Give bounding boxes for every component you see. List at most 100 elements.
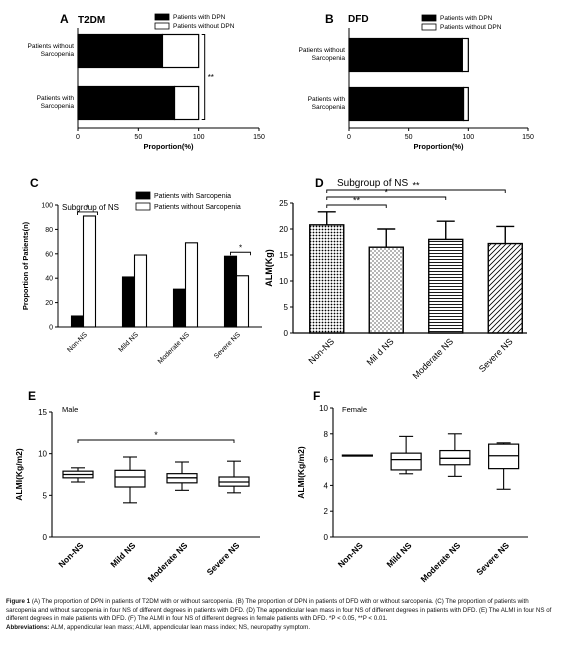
box	[390, 452, 422, 471]
bar	[82, 215, 97, 328]
x-axis-title: Proportion(%)	[144, 142, 194, 151]
bar	[348, 37, 463, 73]
legend-swatch	[154, 22, 170, 30]
y-tick-label: 15	[279, 251, 288, 260]
y-tick-label: 8	[324, 430, 329, 439]
significance-bracket	[230, 251, 251, 256]
y-tick-label: 25	[279, 199, 288, 208]
legend-label: Patients with DPN	[173, 14, 226, 21]
x-tick-label: 100	[193, 134, 205, 141]
panel-letter: A	[60, 12, 69, 26]
x-tick-label: 50	[134, 134, 142, 141]
x-tick-label: Severe NS	[205, 540, 242, 577]
panel-e: E Male Non-NS Mild NS Moderate NS Severe NS 0 5…	[14, 389, 260, 584]
panel-d: D Subgroup of NS Non-NS Mil d NS Moderate NS…	[264, 176, 527, 381]
x-tick-label: Moderate NS	[418, 540, 462, 584]
bar	[235, 275, 250, 328]
bar	[487, 242, 523, 334]
panel-letter: E	[28, 389, 36, 403]
legend-label: Patients with Sarcopenia	[154, 193, 231, 200]
bar	[462, 86, 469, 122]
category-label: Sarcopenia	[312, 55, 346, 62]
panel-title: Female	[342, 405, 367, 414]
bar	[161, 33, 200, 69]
significance-label: *	[86, 203, 89, 212]
legend-swatch	[154, 13, 170, 21]
legend-swatch	[421, 23, 437, 31]
legend-label: Patients without DPN	[440, 24, 502, 31]
x-tick-label: 100	[462, 134, 474, 141]
y-tick-label: 5	[284, 303, 289, 312]
x-tick-label: Moderate NS	[157, 331, 191, 365]
category-label: Patients without	[27, 43, 74, 50]
x-tick-label: 150	[253, 134, 265, 141]
panel-letter: C	[30, 176, 39, 190]
significance-label: **	[353, 196, 361, 206]
x-tick-label: 0	[76, 134, 80, 141]
box	[114, 469, 146, 488]
significance-bracket	[77, 439, 235, 443]
legend-label: Patients without DPN	[173, 23, 235, 30]
legend-label: Patients without Sarcopenia	[154, 204, 241, 211]
bar	[77, 85, 176, 121]
legend-swatch	[135, 202, 151, 211]
y-axis-title: ALMI(Kg/m2)	[296, 446, 306, 499]
bar	[184, 242, 199, 328]
bar	[428, 238, 464, 334]
y-tick-label: 0	[49, 325, 53, 332]
x-tick-label: Non-NS	[336, 540, 365, 569]
x-tick-label: Mil d NS	[365, 336, 396, 367]
x-tick-label: Severe NS	[474, 540, 511, 577]
panel-letter: D	[315, 176, 324, 190]
x-tick-label: Mild NS	[384, 540, 413, 569]
category-label: Patients with	[308, 96, 346, 103]
caption-abbreviations-label: Abbreviations:	[6, 623, 50, 631]
caption-figure-label: Figure 1	[6, 598, 31, 605]
category-label: Sarcopenia	[41, 51, 75, 58]
bar	[77, 33, 164, 69]
x-tick-label: Moderate NS	[411, 336, 456, 381]
category-label: Sarcopenia	[41, 103, 75, 110]
x-tick-label: 50	[405, 134, 413, 141]
x-tick-label: Mild NS	[118, 331, 141, 354]
x-tick-label: Non-NS	[56, 540, 85, 569]
panel-title: DFD	[348, 14, 369, 25]
bar	[133, 254, 148, 328]
x-tick-label: 150	[522, 134, 534, 141]
bar	[461, 37, 469, 73]
y-tick-label: 15	[38, 408, 47, 417]
category-label: Patients without	[298, 47, 345, 54]
y-axis-title: Proportion of Patients(n)	[21, 221, 30, 310]
bar	[368, 246, 404, 334]
caption-abbreviations-text: ALM, appendicular lean mass; ALMI, appen…	[50, 623, 311, 631]
bar	[309, 224, 345, 334]
significance-bracket	[326, 189, 506, 193]
y-tick-label: 10	[38, 450, 47, 459]
x-tick-label: Severe NS	[477, 336, 515, 374]
category-label: Sarcopenia	[312, 104, 346, 111]
bar	[172, 288, 187, 328]
legend-label: Patients with DPN	[440, 15, 493, 22]
significance-label: *	[154, 430, 158, 440]
bar	[348, 86, 465, 122]
significance-bracket	[326, 196, 447, 200]
y-tick-label: 10	[279, 277, 288, 286]
x-tick-label: 0	[347, 134, 351, 141]
panel-title: Subgroup of NS	[62, 203, 119, 212]
y-tick-label: 20	[45, 300, 53, 307]
panel-title: T2DM	[78, 15, 105, 26]
panel-letter: F	[313, 389, 320, 403]
caption-text: (A) The proportion of DPN in patients of…	[6, 598, 552, 623]
y-tick-label: 40	[45, 276, 53, 283]
panel-c: C Subgroup of NS Non-NS Mild NS Moderate NS S…	[21, 176, 262, 366]
figure-caption: Figure 1 (A) The proportion of DPN in pa…	[6, 598, 556, 632]
y-tick-label: 20	[279, 225, 288, 234]
y-tick-label: 0	[324, 533, 329, 542]
legend-swatch	[421, 14, 437, 22]
significance-label: **	[208, 73, 214, 82]
y-axis-title: ALM(Kg)	[264, 249, 274, 287]
legend-swatch	[135, 191, 151, 200]
y-tick-label: 80	[45, 227, 53, 234]
